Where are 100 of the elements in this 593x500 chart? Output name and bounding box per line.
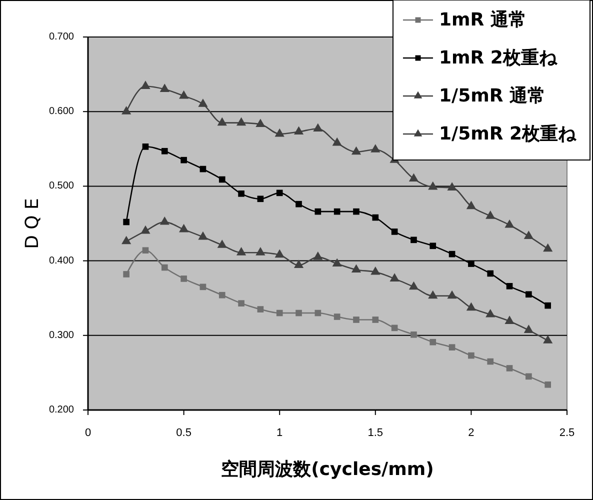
x-tick-label: 1 <box>276 427 283 439</box>
point <box>238 190 244 197</box>
point <box>372 214 379 221</box>
point <box>543 335 553 344</box>
point <box>351 264 362 273</box>
point <box>353 316 360 323</box>
point <box>466 302 476 311</box>
point <box>218 176 226 183</box>
point <box>430 338 436 346</box>
legend-label: 1mR 2枚重ね <box>439 48 558 68</box>
point <box>410 331 417 338</box>
point <box>140 225 150 234</box>
point <box>468 352 474 359</box>
point <box>217 240 227 248</box>
point <box>506 283 513 290</box>
point <box>238 300 244 306</box>
point <box>487 270 494 277</box>
x-tick-label: 0 <box>84 427 92 439</box>
point <box>524 230 534 239</box>
point <box>313 252 323 260</box>
point <box>486 210 496 219</box>
x-tick-label: 0.5 <box>176 427 192 439</box>
y-tick-label: 0.700 <box>48 32 74 42</box>
point <box>296 200 302 208</box>
point <box>314 208 322 215</box>
point <box>332 137 342 146</box>
point <box>198 98 208 107</box>
point <box>353 208 360 215</box>
point <box>390 273 400 282</box>
point <box>180 156 187 164</box>
point <box>410 236 417 244</box>
point <box>256 118 266 128</box>
x-tick-label: 2.5 <box>559 427 575 439</box>
point <box>466 200 476 210</box>
point <box>276 190 283 196</box>
point <box>142 144 149 150</box>
point <box>200 166 206 172</box>
point <box>448 344 456 350</box>
point <box>123 271 130 278</box>
point <box>276 310 283 316</box>
legend-label: 1mR 通常 <box>439 10 526 30</box>
point <box>524 324 534 333</box>
point <box>334 314 340 320</box>
point <box>313 123 323 132</box>
point <box>236 117 246 126</box>
point <box>161 148 168 154</box>
point <box>544 381 552 388</box>
point <box>314 310 322 316</box>
point <box>142 247 149 254</box>
point <box>334 208 340 215</box>
point <box>372 316 379 323</box>
point <box>526 373 532 380</box>
point <box>294 260 304 268</box>
point <box>506 365 513 372</box>
point <box>487 358 494 365</box>
point <box>123 218 130 226</box>
point <box>180 276 187 282</box>
point <box>256 247 266 256</box>
point <box>296 310 302 316</box>
point <box>428 181 438 190</box>
point <box>161 264 168 271</box>
y-tick-label: 0.600 <box>48 106 74 118</box>
point <box>504 316 514 324</box>
point <box>178 224 189 232</box>
point <box>236 247 246 256</box>
point <box>447 182 457 190</box>
point <box>408 173 419 182</box>
point <box>544 302 552 309</box>
point <box>486 308 496 318</box>
point <box>543 243 553 252</box>
point <box>217 117 227 126</box>
legend-label: 1/5mR 通常 <box>439 86 546 106</box>
point <box>294 126 304 135</box>
point <box>370 266 380 275</box>
point <box>140 80 150 90</box>
x-tick-label: 2 <box>468 427 474 439</box>
legend-label: 1/5mR 2枚重ね <box>439 124 578 144</box>
point <box>200 284 206 290</box>
point <box>408 281 419 290</box>
point <box>274 128 284 137</box>
point <box>351 146 362 155</box>
y-tick-label: 0.300 <box>48 330 74 341</box>
point <box>370 144 380 152</box>
y-tick-label: 0.500 <box>48 180 74 192</box>
point <box>526 291 532 298</box>
point <box>447 290 457 299</box>
point <box>160 216 170 225</box>
point <box>178 90 189 99</box>
point <box>468 260 474 267</box>
point <box>391 228 398 235</box>
point <box>198 231 208 240</box>
point <box>448 250 456 258</box>
point <box>122 236 132 244</box>
y-tick-label: 0.400 <box>48 255 74 266</box>
point <box>428 290 438 299</box>
point <box>430 242 436 250</box>
point <box>122 106 132 114</box>
y-axis-title: D Q E <box>22 198 43 249</box>
point <box>332 258 342 267</box>
point <box>391 324 398 332</box>
